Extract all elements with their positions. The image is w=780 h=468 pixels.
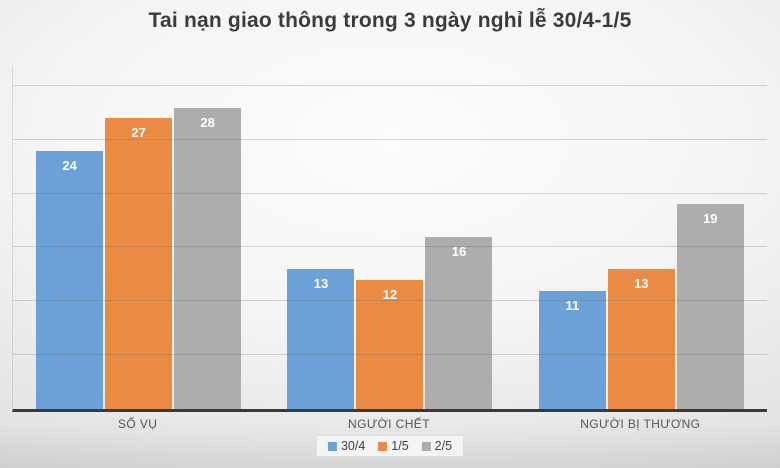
bar-value-label: 24: [62, 158, 77, 173]
legend-item-2: 2/5: [421, 439, 453, 453]
bar-groups: 24 27 28 13 12 16 11 13 19: [13, 66, 767, 409]
legend-item-1: 1/5: [378, 439, 409, 453]
legend-label: 30/4: [340, 439, 366, 453]
legend-swatch-icon: [378, 441, 388, 451]
bar-value-label: 12: [382, 287, 398, 302]
category-label-2: NGƯỜI BỊ THƯƠNG: [580, 417, 701, 431]
legend: 30/4 1/5 2/5: [315, 435, 465, 457]
bar-group-1: 13 12 16: [264, 66, 515, 409]
legend-item-0: 30/4: [327, 439, 366, 453]
bar-value-label: 19: [703, 211, 718, 226]
bar-series2-cat2: 19: [676, 204, 744, 409]
bar-value-label: 13: [634, 276, 649, 291]
category-axis: SỐ VỤ NGƯỜI CHẾT NGƯỜI BỊ THƯƠNG: [12, 417, 766, 431]
bar-series2-cat1: 16: [425, 237, 493, 409]
bar-value-label: 16: [451, 244, 467, 259]
category-label-1: NGƯỜI CHẾT: [348, 417, 430, 431]
bar-series1-cat2: 13: [607, 269, 675, 409]
bar-series0-cat2: 11: [538, 291, 606, 409]
bar-value-label: 28: [200, 115, 215, 130]
bar-value-label: 27: [131, 125, 146, 140]
chart-title: Tai nạn giao thông trong 3 ngày nghỉ lễ …: [148, 9, 632, 32]
bar-series2-cat0: 28: [174, 108, 242, 409]
legend-swatch-icon: [327, 441, 337, 451]
bar-value-label: 13: [313, 276, 329, 291]
category-label-0: SỐ VỤ: [117, 417, 158, 431]
plot-area: 24 27 28 13 12 16 11 13 19: [12, 66, 767, 412]
legend-label: 2/5: [434, 439, 453, 453]
bar-value-label: 11: [565, 298, 580, 313]
bar-group-2: 11 13 19: [516, 66, 767, 409]
bar-group-0: 24 27 28: [13, 66, 264, 409]
bar-series0-cat1: 13: [287, 269, 355, 409]
bar-series0-cat0: 24: [36, 151, 104, 409]
legend-swatch-icon: [421, 441, 431, 451]
legend-label: 1/5: [391, 439, 409, 453]
bar-series1-cat1: 12: [356, 280, 424, 409]
bar-series1-cat0: 27: [105, 118, 173, 409]
